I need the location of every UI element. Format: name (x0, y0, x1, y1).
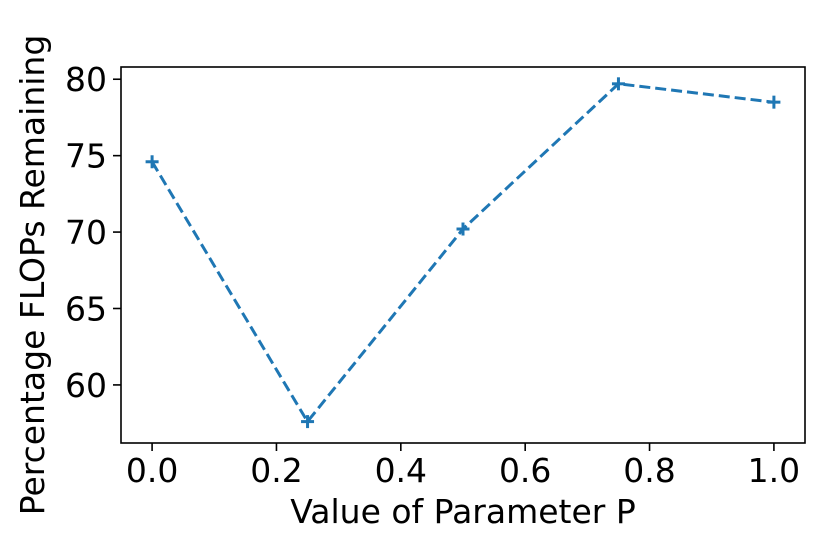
y-tick-label: 65 (65, 289, 107, 328)
series-line (150, 82, 775, 424)
plot-area (145, 77, 781, 429)
data-point-marker (456, 222, 470, 236)
y-tick-label: 60 (65, 366, 107, 405)
y-tick-label: 70 (65, 213, 107, 252)
data-point-marker (611, 77, 625, 91)
plot-frame (120, 66, 806, 444)
x-tick-label: 0.2 (250, 451, 302, 490)
x-tick-label: 0.0 (126, 451, 178, 490)
y-axis-label: Percentage FLOPs Remaining (13, 35, 52, 516)
x-tick-label: 1.0 (748, 451, 800, 490)
x-tick-label: 0.4 (375, 451, 427, 490)
data-point-marker (767, 95, 781, 109)
y-tick-label: 75 (65, 137, 107, 176)
axes-ticks: 0.0 0.2 0.4 0.6 0.8 1.0 60 65 70 75 80 (65, 60, 800, 490)
data-point-marker (145, 155, 159, 169)
data-point-marker (301, 415, 315, 429)
y-tick-label: 80 (65, 60, 107, 99)
x-tick-label: 0.8 (623, 451, 675, 490)
x-tick-label: 0.6 (499, 451, 551, 490)
x-axis-label: Value of Parameter P (290, 492, 636, 531)
